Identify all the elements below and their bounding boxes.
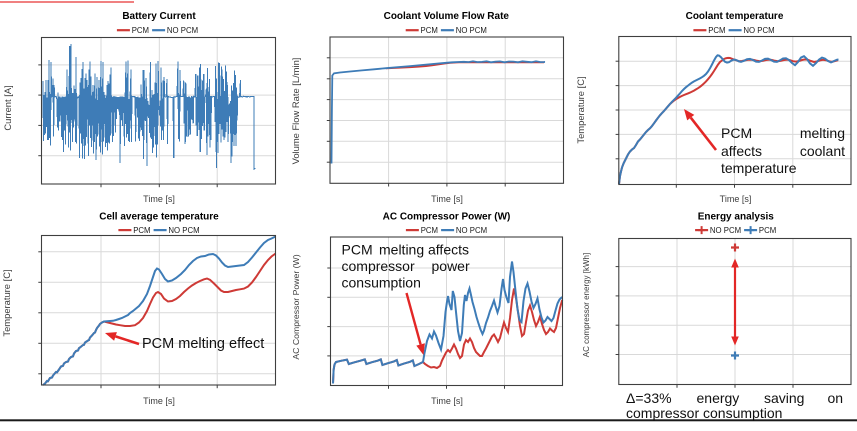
svg-text:PCM: PCM	[721, 125, 752, 141]
svg-text:compressor consumption: compressor consumption	[626, 405, 782, 421]
svg-text:Time [s]: Time [s]	[143, 396, 175, 406]
svg-text:NO PCM: NO PCM	[743, 26, 774, 35]
svg-text:NO PCM: NO PCM	[456, 26, 487, 35]
svg-text:AC compressor energy [kWh]: AC compressor energy [kWh]	[582, 253, 591, 357]
svg-text:melting: melting	[800, 125, 845, 141]
svg-text:Temperature [C]: Temperature [C]	[1, 269, 12, 336]
svg-text:AC Compressor Power (W): AC Compressor Power (W)	[383, 212, 511, 223]
svg-text:compressor power: compressor power	[342, 258, 470, 274]
svg-text:Time [s]: Time [s]	[431, 194, 463, 204]
svg-text:PCM: PCM	[132, 26, 149, 35]
svg-text:Energy analysis: Energy analysis	[698, 212, 775, 223]
svg-text:Current [A]: Current [A]	[2, 85, 13, 130]
svg-text:PCM: PCM	[421, 226, 438, 235]
svg-text:affects: affects	[721, 143, 762, 159]
svg-text:NO PCM: NO PCM	[456, 226, 487, 235]
svg-text:consumption: consumption	[342, 274, 421, 290]
svg-text:temperature: temperature	[721, 160, 797, 176]
svg-text:Volume Flow Rate [L/min]: Volume Flow Rate [L/min]	[290, 58, 301, 165]
svg-text:PCM: PCM	[421, 26, 438, 35]
svg-text:Cell average temperature: Cell average temperature	[99, 212, 219, 223]
svg-text:Time [s]: Time [s]	[720, 194, 752, 204]
svg-text:coolant: coolant	[800, 143, 845, 159]
svg-text:Time [s]: Time [s]	[143, 194, 175, 204]
svg-text:Coolant Volume Flow Rate: Coolant Volume Flow Rate	[384, 11, 510, 22]
svg-text:Temperature [C]: Temperature [C]	[575, 76, 586, 143]
svg-text:Coolant temperature: Coolant temperature	[686, 11, 784, 22]
svg-text:AC Compressor Power (W): AC Compressor Power (W)	[291, 254, 301, 359]
svg-text:NO PCM: NO PCM	[168, 226, 199, 235]
svg-text:NO PCM: NO PCM	[167, 26, 198, 35]
svg-text:PCM: PCM	[759, 226, 776, 235]
svg-text:Time [s]: Time [s]	[431, 396, 463, 406]
svg-text:PCM melting affects: PCM melting affects	[342, 242, 470, 258]
svg-text:NO PCM: NO PCM	[710, 226, 741, 235]
svg-text:PCM melting effect: PCM melting effect	[142, 336, 264, 352]
svg-text:Battery Current: Battery Current	[122, 11, 196, 22]
svg-text:PCM: PCM	[133, 226, 150, 235]
svg-text:PCM: PCM	[708, 26, 725, 35]
